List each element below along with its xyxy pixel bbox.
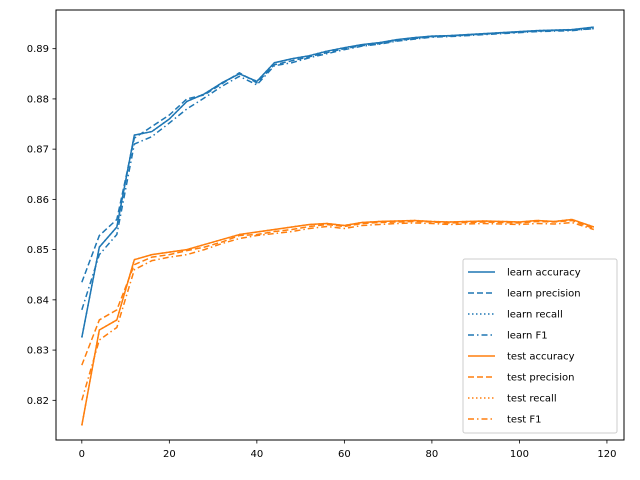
series-line-learn-f1	[81, 27, 594, 311]
y-axis: 0.82 0.83 0.84 0.85 0.86 0.87 0.88 0.89	[27, 44, 56, 407]
axes-frame	[55, 9, 625, 441]
legend-label: test precision	[507, 373, 575, 384]
plot-area	[81, 26, 595, 426]
y-tick-label: 0.89	[27, 44, 49, 55]
legend: learn accuracy learn precision learn recal…	[462, 258, 618, 434]
y-tick-label: 0.85	[27, 245, 49, 256]
x-tick-label: 80	[426, 449, 439, 460]
legend-label: learn accuracy	[507, 268, 581, 279]
legend-label: learn recall	[507, 310, 563, 321]
y-tick-label: 0.86	[27, 195, 49, 206]
x-tick-label: 0	[79, 449, 85, 460]
y-tick-label: 0.84	[27, 295, 49, 306]
x-tick-label: 60	[338, 449, 351, 460]
y-tick-label: 0.88	[27, 94, 49, 105]
legend-label: test F1	[507, 415, 542, 426]
legend-label: learn precision	[507, 289, 581, 300]
series-line-test-f1	[81, 221, 595, 401]
y-tick-label: 0.87	[27, 145, 49, 156]
legend-label: test accuracy	[507, 352, 575, 363]
y-tick-label: 0.82	[27, 396, 49, 407]
x-tick-label: 100	[510, 449, 529, 460]
legend-box	[462, 258, 618, 434]
legend-label: learn F1	[507, 331, 548, 342]
series-line-learn-recall	[81, 26, 594, 338]
legend-label: test recall	[507, 394, 557, 405]
x-tick-label: 20	[163, 449, 176, 460]
y-tick-label: 0.83	[27, 346, 49, 357]
series-line-test-recall	[81, 218, 595, 426]
x-axis: 0 20 40 60 80 100 120	[79, 440, 616, 460]
x-tick-label: 40	[250, 449, 263, 460]
x-tick-label: 120	[597, 449, 616, 460]
